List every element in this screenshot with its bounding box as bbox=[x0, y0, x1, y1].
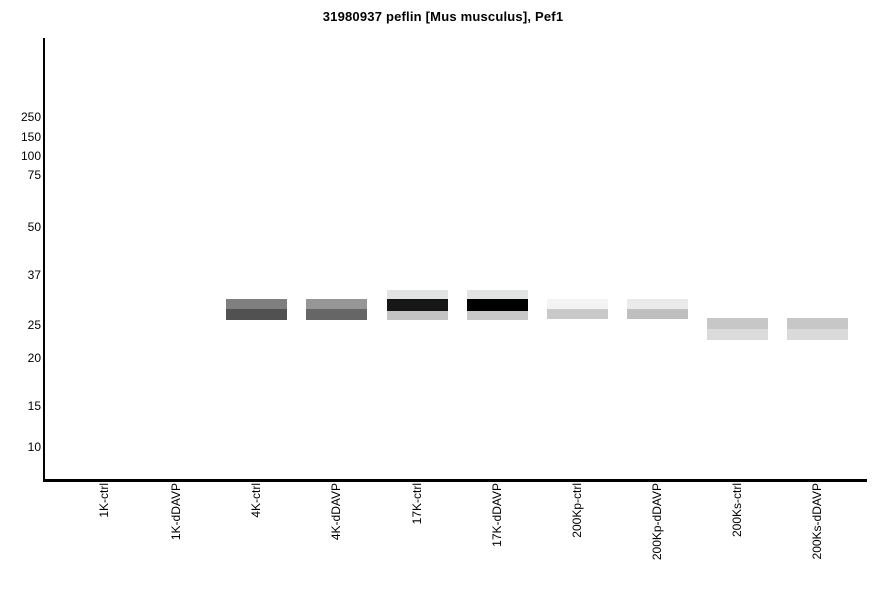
x-label-1K-dDAVP: 1K-dDAVP bbox=[169, 483, 183, 541]
x-label-17K-ctrl: 17K-ctrl bbox=[410, 483, 424, 525]
x-axis-line bbox=[43, 479, 867, 482]
y-tick-label-75: 75 bbox=[27, 168, 41, 182]
y-tick-label-37: 37 bbox=[27, 268, 41, 282]
y-tick-label-100: 100 bbox=[20, 149, 41, 163]
band-segment-17K-dDAVP-2 bbox=[466, 311, 528, 320]
band-segment-200Ks-ctrl-0 bbox=[706, 318, 768, 329]
band-segment-200Kp-ctrl-0 bbox=[546, 299, 608, 309]
x-label-200Ks-dDAVP: 200Ks-dDAVP bbox=[810, 483, 824, 560]
y-tick-label-150: 150 bbox=[20, 130, 41, 144]
band-segment-4K-ctrl-1 bbox=[225, 309, 287, 320]
band-segment-200Kp-dDAVP-1 bbox=[626, 309, 688, 319]
x-label-200Kp-ctrl: 200Kp-ctrl bbox=[570, 483, 584, 538]
x-label-200Ks-ctrl: 200Ks-ctrl bbox=[730, 483, 744, 538]
chart-title: 31980937 peflin [Mus musculus], Pef1 bbox=[322, 9, 564, 24]
band-segment-17K-dDAVP-0 bbox=[466, 290, 528, 299]
band-segment-17K-ctrl-2 bbox=[386, 311, 448, 320]
x-label-4K-dDAVP: 4K-dDAVP bbox=[329, 483, 343, 541]
y-tick-label-50: 50 bbox=[27, 220, 41, 234]
y-tick-label-25: 25 bbox=[27, 318, 41, 332]
x-label-4K-ctrl: 4K-ctrl bbox=[249, 483, 263, 518]
band-segment-17K-dDAVP-1 bbox=[466, 299, 528, 311]
y-tick-label-15: 15 bbox=[27, 399, 41, 413]
x-label-1K-ctrl: 1K-ctrl bbox=[97, 483, 111, 518]
y-axis-line bbox=[43, 38, 45, 482]
y-tick-label-10: 10 bbox=[27, 440, 41, 454]
band-segment-4K-ctrl-0 bbox=[225, 299, 287, 309]
band-segment-200Ks-dDAVP-1 bbox=[786, 329, 848, 340]
band-segment-17K-ctrl-1 bbox=[386, 299, 448, 311]
band-segment-4K-dDAVP-0 bbox=[305, 299, 367, 309]
y-tick-label-20: 20 bbox=[27, 351, 41, 365]
band-segment-200Ks-dDAVP-0 bbox=[786, 318, 848, 329]
x-label-200Kp-dDAVP: 200Kp-dDAVP bbox=[650, 483, 664, 561]
band-segment-200Ks-ctrl-1 bbox=[706, 329, 768, 340]
x-label-17K-dDAVP: 17K-dDAVP bbox=[490, 483, 504, 547]
band-segment-200Kp-dDAVP-0 bbox=[626, 299, 688, 309]
band-segment-17K-ctrl-0 bbox=[386, 290, 448, 299]
band-segment-200Kp-ctrl-1 bbox=[546, 309, 608, 319]
band-segment-4K-dDAVP-1 bbox=[305, 309, 367, 320]
y-tick-label-250: 250 bbox=[20, 110, 41, 124]
